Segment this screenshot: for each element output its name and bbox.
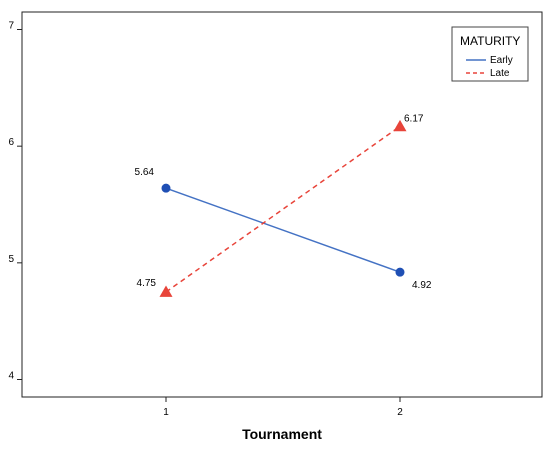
data-label-early: 5.64 — [135, 167, 155, 178]
y-axis: 4 5 6 7 — [8, 21, 22, 382]
legend-box — [451, 26, 529, 82]
x-tick-label: 2 — [397, 407, 403, 418]
series-line-early — [165, 187, 401, 273]
marker-late-point — [159, 285, 173, 297]
y-tick-label: 7 — [8, 21, 14, 32]
marker-early-point — [395, 267, 405, 277]
series-layer: 5.64 4.92 4.75 6.17 — [135, 113, 432, 297]
legend-title: MATURITY — [460, 34, 520, 48]
legend-late-label: Late — [490, 68, 510, 79]
legend: MATURITY Early Late — [451, 26, 529, 82]
y-tick-label: 6 — [8, 137, 14, 148]
data-label-early: 4.92 — [412, 280, 432, 291]
x-axis-title: Tournament — [242, 426, 322, 442]
data-label-late: 6.17 — [404, 113, 424, 124]
marker-early-point — [161, 183, 171, 193]
series-line-late — [165, 125, 401, 293]
y-tick-label: 5 — [8, 254, 14, 265]
x-tick-label: 1 — [163, 407, 169, 418]
y-tick-label: 4 — [8, 371, 14, 382]
data-label-late: 4.75 — [137, 278, 157, 289]
legend-early-label: Early — [490, 55, 513, 66]
marker-late-point — [393, 119, 407, 132]
